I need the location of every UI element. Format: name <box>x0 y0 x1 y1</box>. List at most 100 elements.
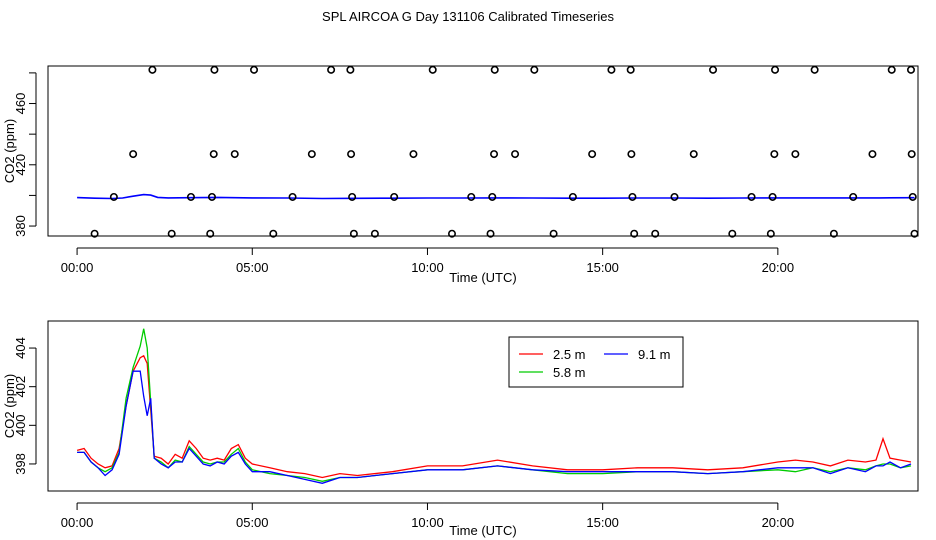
data-point <box>689 150 698 159</box>
data-point <box>269 229 278 238</box>
x-tick-label: 10:00 <box>411 260 444 275</box>
series-line-9-1-m <box>77 370 912 484</box>
legend: 2.5 m 5.8 m 9.1 m <box>508 336 684 388</box>
data-point <box>349 229 358 238</box>
data-point <box>709 65 718 74</box>
data-point <box>627 150 636 159</box>
data-point <box>148 65 157 74</box>
data-point <box>348 192 357 201</box>
x-tick-label: 20:00 <box>762 515 795 530</box>
y-tick-label: 380 <box>13 215 28 237</box>
top-panel-scatter: 00:00 05:00 10:00 15:00 20:00 380 420 460 Time… <box>2 65 919 285</box>
plot-frame <box>47 65 919 237</box>
y-tick-label: 402 <box>13 376 28 398</box>
y-tick-label: 400 <box>13 414 28 436</box>
series-line-2-5-m <box>76 354 912 479</box>
data-point <box>490 65 499 74</box>
legend-label: 5.8 m <box>553 365 586 380</box>
x-tick-label: 05:00 <box>236 260 269 275</box>
data-point <box>568 192 577 201</box>
data-point <box>370 229 379 238</box>
data-point <box>771 65 780 74</box>
data-point <box>549 229 558 238</box>
data-point <box>770 150 779 159</box>
data-point <box>288 192 297 201</box>
data-point <box>791 150 800 159</box>
x-tick-label: 05:00 <box>236 515 269 530</box>
data-point <box>588 150 597 159</box>
x-tick-label: 00:00 <box>61 260 94 275</box>
data-point <box>728 229 737 238</box>
data-point <box>447 229 456 238</box>
data-point <box>768 192 777 201</box>
data-point <box>630 229 639 238</box>
y-tick-label: 404 <box>13 337 28 359</box>
data-point <box>167 229 176 238</box>
data-point <box>651 229 660 238</box>
y-axis-label: CO2 (ppm) <box>2 119 17 183</box>
data-point <box>409 150 418 159</box>
y-tick-label: 420 <box>13 154 28 176</box>
data-point <box>530 65 539 74</box>
data-point <box>486 229 495 238</box>
y-axis-label: CO2 (ppm) <box>2 374 17 438</box>
data-point <box>390 192 399 201</box>
data-point <box>829 229 838 238</box>
data-point <box>490 150 499 159</box>
page-title: SPL AIRCOA G Day 131106 Calibrated Times… <box>322 9 614 24</box>
data-point <box>186 192 195 201</box>
legend-box <box>508 336 684 388</box>
bottom-panel-line: 00:00 05:00 10:00 15:00 20:00 398 400 402 404 T… <box>2 320 919 538</box>
data-point <box>307 150 316 159</box>
data-point <box>129 150 138 159</box>
data-point <box>230 150 239 159</box>
legend-label: 2.5 m <box>553 347 586 362</box>
data-point <box>347 150 356 159</box>
data-point <box>250 65 259 74</box>
data-point <box>327 65 336 74</box>
data-point <box>109 192 118 201</box>
plot-frame <box>47 320 919 492</box>
data-point <box>428 65 437 74</box>
x-axis-label: Time (UTC) <box>449 523 516 538</box>
series-line-5-8-m <box>77 328 912 482</box>
data-point <box>607 65 616 74</box>
x-tick-label: 10:00 <box>411 515 444 530</box>
data-point <box>488 192 497 201</box>
y-tick-label: 398 <box>13 453 28 475</box>
x-tick-label: 15:00 <box>586 515 619 530</box>
x-tick-label: 00:00 <box>61 515 94 530</box>
data-point <box>810 65 819 74</box>
x-axis-label: Time (UTC) <box>449 270 516 285</box>
data-point <box>747 192 756 201</box>
y-tick-label: 460 <box>13 93 28 115</box>
data-point <box>467 192 476 201</box>
y-axis: 380 420 460 <box>13 72 37 237</box>
data-point <box>210 65 219 74</box>
x-axis: 00:00 05:00 10:00 15:00 20:00 <box>61 247 795 275</box>
data-point <box>887 65 896 74</box>
x-tick-label: 15:00 <box>586 260 619 275</box>
data-point <box>90 229 99 238</box>
data-point <box>906 65 915 74</box>
data-point <box>868 150 877 159</box>
x-axis: 00:00 05:00 10:00 15:00 20:00 <box>61 502 795 530</box>
data-point <box>207 192 216 201</box>
data-point <box>908 192 917 201</box>
data-point <box>907 150 916 159</box>
data-point <box>628 192 637 201</box>
data-point <box>626 65 635 74</box>
data-point <box>209 150 218 159</box>
plot-area <box>77 65 919 238</box>
data-point <box>670 192 679 201</box>
x-tick-label: 20:00 <box>762 260 795 275</box>
series-line <box>77 193 915 200</box>
data-point <box>511 150 520 159</box>
data-point <box>849 192 858 201</box>
y-axis: 398 400 402 404 <box>13 337 37 475</box>
plot-area <box>76 328 912 484</box>
data-point <box>910 229 919 238</box>
data-point <box>346 65 355 74</box>
data-point <box>766 229 775 238</box>
